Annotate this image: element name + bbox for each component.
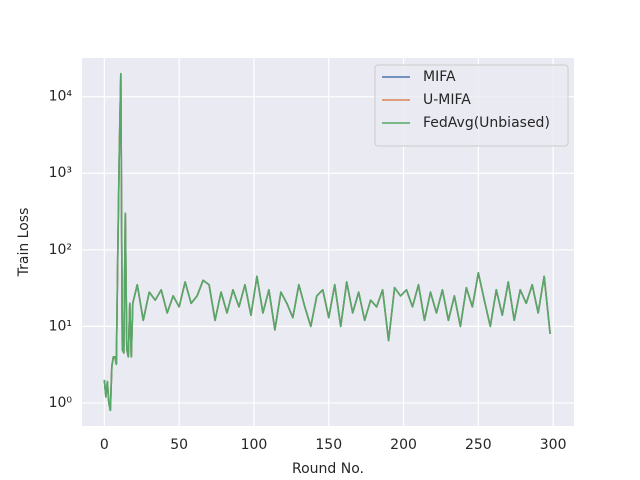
y-tick-label: 10¹ (49, 318, 72, 334)
x-tick-label: 200 (390, 437, 417, 453)
legend-box (374, 64, 569, 147)
x-axis-label: Round No. (292, 461, 364, 477)
x-tick-label: 100 (241, 437, 268, 453)
y-axis-label: Train Loss (16, 208, 32, 278)
legend-label: MIFA (423, 69, 456, 85)
x-tick-label: 0 (100, 437, 109, 453)
y-tick-label: 10⁴ (49, 89, 73, 105)
legend-label: FedAvg(Unbiased) (423, 115, 550, 131)
x-tick-label: 250 (465, 437, 492, 453)
y-tick-label: 10⁰ (49, 395, 73, 411)
x-tick-label: 150 (315, 437, 342, 453)
y-tick-label: 10² (49, 242, 72, 258)
series-line (103, 72, 551, 412)
x-tick-label: 50 (170, 437, 188, 453)
y-tick-label: 10³ (49, 165, 72, 181)
legend-label: U-MIFA (423, 92, 471, 108)
x-tick-label: 300 (540, 437, 567, 453)
